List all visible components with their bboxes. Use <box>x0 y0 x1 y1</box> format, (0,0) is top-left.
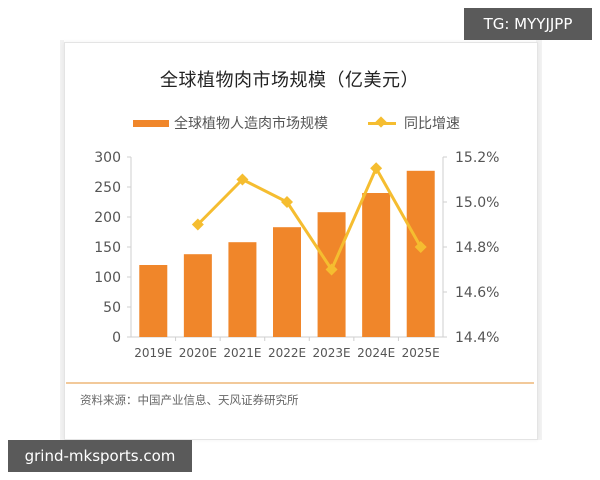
source-note: 资料来源：中国产业信息、天风证券研究所 <box>80 393 299 407</box>
line-marker-diamond <box>281 196 293 208</box>
legend-line-label: 同比增速 <box>404 116 460 132</box>
left-axis-tick: 150 <box>94 240 121 256</box>
watermark-top-right: TG: MYYJJPP <box>464 8 592 40</box>
left-axis-tick: 250 <box>94 180 121 196</box>
x-axis-tick: 2019E <box>134 346 172 360</box>
bar <box>273 227 301 337</box>
left-axis-tick: 50 <box>103 300 121 316</box>
x-axis-tick: 2024E <box>357 346 395 360</box>
legend-bar-swatch <box>133 120 169 127</box>
bar <box>183 254 212 337</box>
legend-bar-label: 全球植物人造肉市场规模 <box>174 116 328 132</box>
x-axis-tick: 2023E <box>313 346 351 360</box>
axis-labels: 0 50 100 150 200 250 300 14.4% 14.6% 14.8% 15.0% 15… <box>94 150 499 360</box>
bar <box>362 193 391 337</box>
x-axis-tick: 2020E <box>179 346 217 360</box>
left-axis-tick: 100 <box>94 270 121 286</box>
left-axis-tick: 300 <box>94 150 121 166</box>
bars <box>139 170 435 337</box>
source-divider <box>66 382 534 384</box>
right-axis-tick: 15.2% <box>455 150 499 166</box>
line-marker-diamond <box>236 173 249 186</box>
right-axis-tick: 14.4% <box>455 330 499 346</box>
growth-line <box>191 162 427 276</box>
x-axis-tick: 2025E <box>402 346 440 360</box>
x-axis-tick: 2022E <box>268 346 306 360</box>
frame-right <box>536 40 542 440</box>
x-axis-tick: 2021E <box>223 346 261 360</box>
right-axis-tick: 15.0% <box>455 195 499 211</box>
right-axis-tick: 14.8% <box>455 240 499 256</box>
right-axis-tick: 14.6% <box>455 285 499 301</box>
line-marker-diamond <box>370 162 383 175</box>
line-marker-diamond <box>414 241 427 253</box>
line-marker-diamond <box>325 263 338 276</box>
bar <box>406 170 435 337</box>
line-marker-diamond <box>191 218 204 231</box>
bar <box>228 242 257 337</box>
left-axis-tick: 0 <box>112 330 121 346</box>
chart-title: 全球植物肉市场规模（亿美元） <box>160 70 419 91</box>
frame-left <box>60 40 64 440</box>
watermark-bottom-left: grind-mksports.com <box>8 440 192 472</box>
left-axis-tick: 200 <box>94 210 121 226</box>
bar <box>139 265 168 337</box>
